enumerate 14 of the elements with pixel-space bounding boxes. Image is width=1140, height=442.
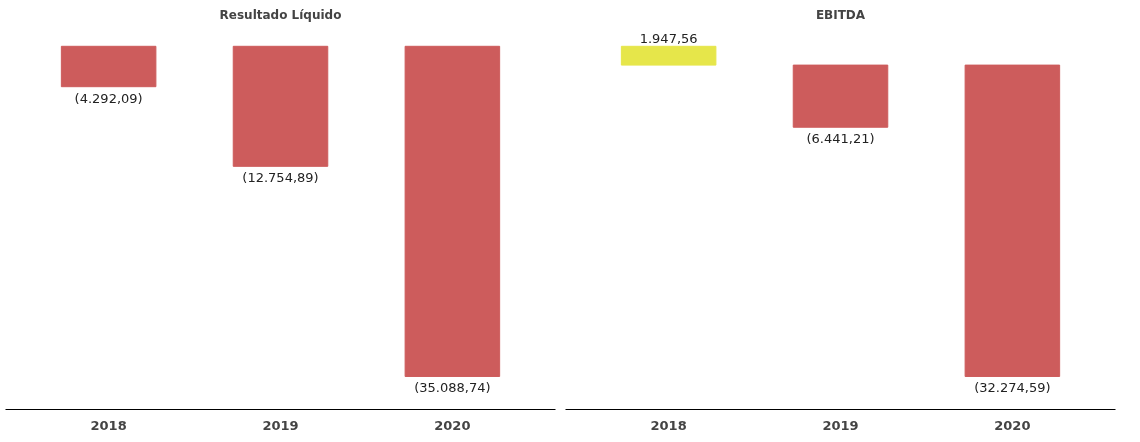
x-tick-label: 2020 xyxy=(994,417,1031,433)
data-label: (6.441,21) xyxy=(806,131,875,147)
x-tick-label: 2019 xyxy=(262,417,299,433)
chart-title: EBITDA xyxy=(815,7,866,22)
data-label: (35.088,74) xyxy=(414,380,491,396)
x-tick-label: 2018 xyxy=(650,417,687,433)
data-label: (12.754,89) xyxy=(242,170,319,186)
data-label: (4.292,09) xyxy=(74,90,143,106)
data-label: 1.947,56 xyxy=(639,31,698,47)
chart-title: Resultado Líquido xyxy=(219,7,342,22)
data-label: (32.274,59) xyxy=(974,380,1051,396)
x-tick-label: 2018 xyxy=(90,417,127,433)
x-tick-label: 2019 xyxy=(822,417,859,433)
x-tick-label: 2020 xyxy=(434,417,471,433)
